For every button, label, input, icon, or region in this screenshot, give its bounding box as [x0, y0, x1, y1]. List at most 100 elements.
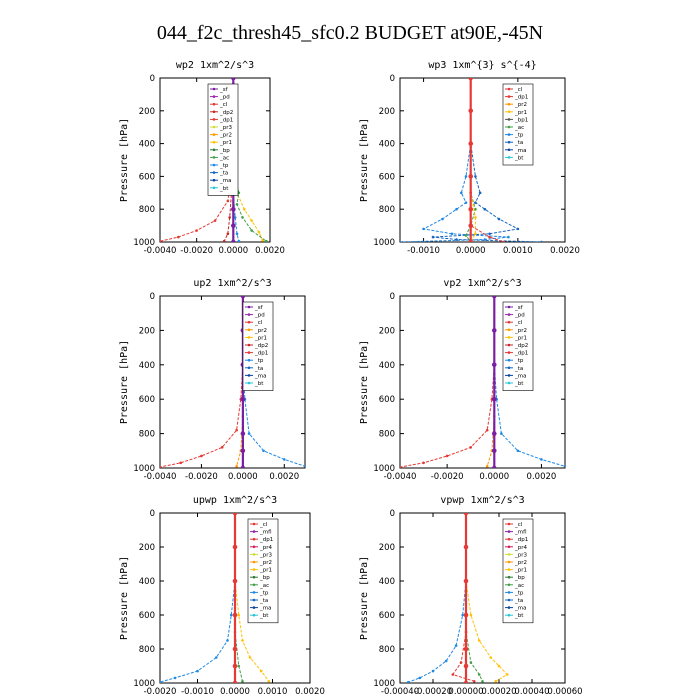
- legend-marker: [252, 598, 256, 602]
- data-point: [303, 464, 305, 468]
- series-line-dp1: [160, 296, 244, 468]
- y-axis-label: Pressure [hPa]: [359, 556, 370, 640]
- data-point: [474, 232, 477, 236]
- data-point: [214, 656, 218, 659]
- data-point: [261, 239, 264, 242]
- legend-entry: _pr1: [514, 335, 527, 341]
- x-tick-label: -0.0040: [144, 246, 177, 256]
- data-point: [200, 454, 203, 458]
- x-tick-label: 0.0000: [220, 687, 250, 697]
- data-point: [228, 216, 231, 219]
- legend-marker: [247, 328, 251, 332]
- data-point: [469, 613, 473, 617]
- data-point: [516, 227, 520, 231]
- y-tick-label: 0: [150, 509, 155, 519]
- legend-marker: [252, 522, 256, 526]
- y-tick-label: 400: [379, 361, 395, 371]
- y-tick-label: 200: [379, 326, 395, 336]
- data-point: [282, 458, 286, 461]
- data-point: [540, 458, 543, 461]
- legend-marker: [507, 305, 511, 309]
- legend-entry: _ma: [254, 373, 266, 379]
- y-tick-label: 1000: [373, 238, 395, 248]
- legend: _cl _dp1_pr2 _pr1_bp1 _ac _tp_ta _ma_bt: [502, 83, 534, 166]
- legend-entry: _pr1: [254, 335, 267, 341]
- data-point: [196, 669, 199, 673]
- x-tick-label: 0.0020: [269, 472, 299, 482]
- data-point: [400, 240, 402, 242]
- data-point: [232, 680, 238, 683]
- legend-marker: [507, 102, 511, 106]
- data-point: [478, 191, 482, 195]
- legend-entry: _cl: [514, 522, 523, 528]
- legend: _sf _pd_cl _pr2_pr1 _dp2 _dp1_tp _ta_ma _bt: [502, 301, 534, 391]
- data-point: [468, 141, 474, 146]
- legend-entry: _cl: [219, 102, 228, 108]
- legend-marker: [507, 522, 511, 526]
- y-tick-label: 1000: [373, 679, 395, 689]
- legend-box: [247, 518, 279, 624]
- series-group: [160, 296, 305, 468]
- chart-panel-4: vp2 1xm^2/s^3 Pressure [hPa] 0 200 400 600 800…: [359, 278, 566, 482]
- data-point: [422, 227, 425, 231]
- legend-entry: _tp: [514, 133, 524, 139]
- x-tick-label: 0.0000: [479, 472, 509, 482]
- legend-marker: [247, 381, 251, 385]
- legend-marker: [252, 613, 256, 617]
- y-tick-label: 200: [139, 326, 155, 336]
- y-tick-label: 600: [139, 172, 155, 182]
- series-line-pr1: [234, 513, 270, 682]
- y-tick-label: 600: [379, 395, 395, 405]
- legend-marker: [507, 591, 511, 594]
- legend-marker: [507, 537, 511, 541]
- legend-marker: [212, 163, 216, 167]
- data-point: [240, 296, 246, 299]
- data-point: [232, 612, 238, 618]
- legend-entry: _ta: [514, 598, 523, 604]
- legend-entry: _pr2: [259, 560, 272, 566]
- series-group: [406, 513, 509, 683]
- data-point: [241, 216, 244, 219]
- legend-marker: [507, 320, 511, 324]
- legend-marker: [247, 374, 251, 377]
- legend-marker: [507, 328, 511, 332]
- data-point: [240, 431, 246, 436]
- data-point: [474, 175, 477, 178]
- data-point: [463, 513, 469, 516]
- data-point: [474, 216, 477, 219]
- x-tick-label: 0.0020: [527, 472, 557, 482]
- data-point: [406, 680, 410, 683]
- y-tick-label: 800: [139, 205, 155, 215]
- legend-box: [502, 83, 534, 166]
- legend-entry: _pr2: [514, 102, 527, 108]
- legend-box: [502, 518, 534, 624]
- legend-entry: _pd: [514, 313, 525, 319]
- y-tick-label: 800: [379, 645, 395, 655]
- legend-entry: _bt: [254, 381, 264, 387]
- data-point: [259, 669, 263, 673]
- data-point: [450, 232, 454, 236]
- data-point: [226, 199, 230, 203]
- x-tick-label: -0.00040: [381, 687, 419, 697]
- chart-panel-5: upwp 1xm^2/s^3 Pressure [hPa] 0 200 400 600 80…: [119, 495, 325, 697]
- data-point: [459, 661, 463, 664]
- data-point: [459, 191, 463, 195]
- data-point: [235, 428, 238, 432]
- data-point: [250, 219, 253, 222]
- data-point: [516, 449, 520, 453]
- data-point: [472, 680, 476, 683]
- legend-entry: _dp1: [259, 537, 273, 543]
- legend-entry: _pr1: [219, 140, 232, 146]
- data-point: [400, 465, 402, 468]
- legend: _cl _mfl_dp1 _pr4_pr3 _pr2 _pr1_bp _ac_tp _ta _…: [247, 518, 279, 624]
- legend-marker: [507, 156, 511, 159]
- legend-marker: [507, 351, 511, 354]
- data-point: [247, 432, 251, 435]
- legend-marker: [252, 583, 256, 587]
- data-point: [477, 639, 481, 642]
- y-axis-label: Pressure [hPa]: [119, 118, 130, 202]
- y-tick-label: 1000: [133, 238, 155, 248]
- data-point: [464, 175, 468, 178]
- legend-marker: [507, 381, 511, 385]
- legend-entry: _dp1: [514, 351, 528, 357]
